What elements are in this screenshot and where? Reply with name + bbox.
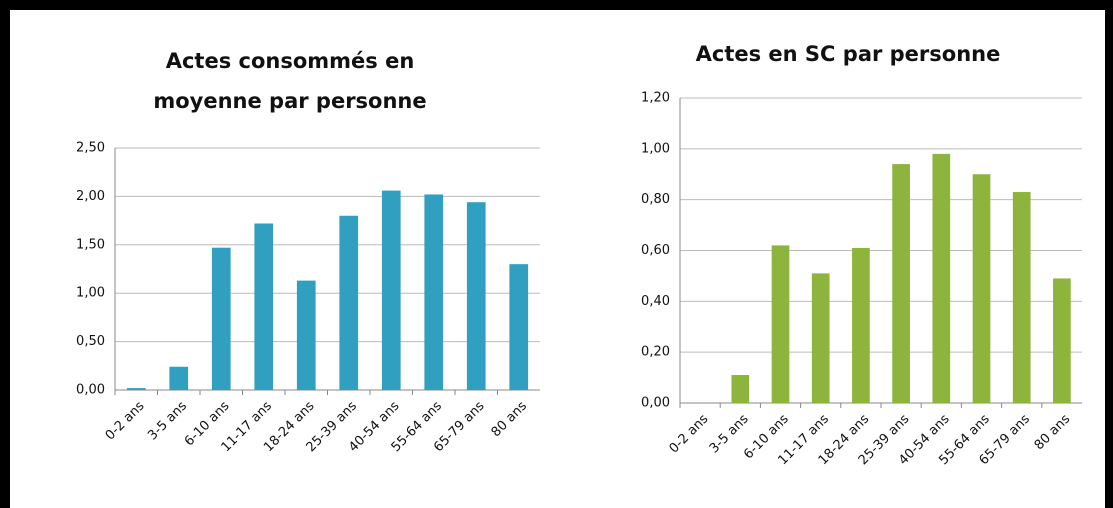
bar <box>169 366 189 390</box>
bar <box>126 388 146 390</box>
border-top <box>0 0 1113 10</box>
bar <box>339 215 359 390</box>
bar <box>466 202 486 390</box>
y-tick-label: 0,40 <box>641 294 670 309</box>
border-right <box>1105 0 1113 508</box>
bar <box>1053 278 1071 403</box>
bar <box>932 153 951 403</box>
y-tick-label: 1,00 <box>76 286 105 301</box>
y-tick-label: 0,50 <box>76 334 105 349</box>
bar <box>811 273 830 403</box>
bar <box>381 190 401 390</box>
y-tick-label: 2,00 <box>76 189 105 204</box>
bar <box>852 247 870 403</box>
y-tick-label: 2,50 <box>76 141 105 156</box>
y-tick-label: 0,80 <box>641 192 670 207</box>
bar <box>731 375 750 403</box>
bar <box>211 247 231 390</box>
y-tick-label: 0,20 <box>641 345 670 360</box>
y-tick-label: 1,20 <box>641 91 670 106</box>
y-tick-label: 0,00 <box>76 383 105 398</box>
border-left <box>0 0 10 508</box>
y-tick-label: 0,60 <box>641 243 670 258</box>
bar <box>509 264 529 390</box>
bar <box>1012 192 1031 403</box>
bar <box>296 280 316 390</box>
bar <box>892 164 910 403</box>
chart-title: Actes consommés en <box>166 49 415 73</box>
chart-title: Actes en SC par personne <box>696 42 1001 66</box>
bar <box>254 223 274 390</box>
chart-title: moyenne par personne <box>153 89 426 113</box>
bar <box>424 194 444 390</box>
bar <box>771 245 790 403</box>
y-tick-label: 1,50 <box>76 237 105 252</box>
bar <box>972 174 991 403</box>
y-tick-label: 1,00 <box>641 141 670 156</box>
y-tick-label: 0,00 <box>641 396 670 411</box>
